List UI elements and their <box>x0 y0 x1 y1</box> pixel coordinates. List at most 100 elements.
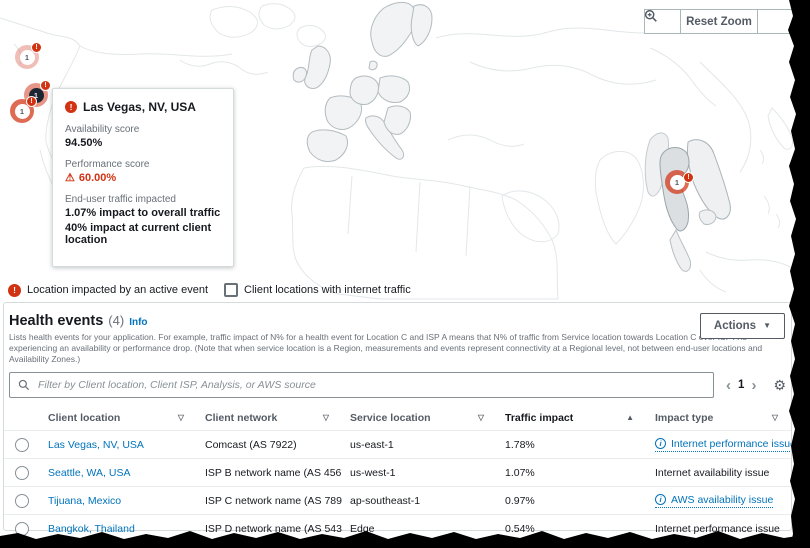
zoom-in-button[interactable] <box>644 9 681 34</box>
column-label: Impact type <box>655 411 714 424</box>
table-row: Seattle, WA, USA ISP B network name (AS … <box>4 458 791 486</box>
legend-client-locations-label: Client locations with internet traffic <box>244 284 411 296</box>
service-location-cell: ap-southeast-1 <box>350 494 421 507</box>
health-events-table: Client location ▽ Client network ▽ Servi… <box>4 405 791 542</box>
legend-client-locations: Client locations with internet traffic <box>224 283 411 297</box>
client-location-link[interactable]: Seattle, WA, USA <box>48 466 131 479</box>
impact-type-cell: Internet availability issue <box>655 466 770 479</box>
error-icon: ! <box>65 101 77 113</box>
health-events-card: Health events (4) Info Lists health even… <box>3 302 792 536</box>
performance-score-value: ⚠ 60.00% <box>65 172 221 184</box>
impact-type-label: AWS availability issue <box>671 493 774 506</box>
location-tooltip: ! Las Vegas, NV, USA Availability score … <box>52 88 234 267</box>
filter-sort-icon[interactable]: ▽ <box>322 413 329 423</box>
magnifier-minus-icon <box>645 10 657 22</box>
table-header-row: Client location ▽ Client network ▽ Servi… <box>4 405 791 430</box>
traffic-impact-cell: 1.07% <box>505 466 535 479</box>
client-network-cell: ISP B network name (AS 45678) <box>205 466 342 479</box>
error-icon: ! <box>8 283 21 297</box>
warning-icon: ⚠ <box>65 171 75 184</box>
service-location-cell: us-east-1 <box>350 438 394 451</box>
table-row: Tijuana, Mexico ISP C network name (AS 7… <box>4 486 791 514</box>
traffic-impact-cell: 0.54% <box>505 522 535 535</box>
info-icon: i <box>655 438 666 450</box>
availability-score-value: 94.50% <box>65 137 103 149</box>
current-page[interactable]: 1 <box>738 379 745 392</box>
performance-score-number: 60.00% <box>78 172 117 184</box>
traffic-impact-location: 40% impact at current client location <box>65 222 212 246</box>
client-locations-checkbox[interactable] <box>224 283 239 297</box>
row-radio[interactable] <box>15 493 29 508</box>
service-location-cell: Edge <box>350 522 375 535</box>
health-events-description: Lists health events for your application… <box>9 332 763 365</box>
marker-count: 1 <box>19 49 35 65</box>
impact-type-link[interactable]: i AWS availability issue <box>655 493 774 508</box>
filter-sort-icon[interactable]: ▽ <box>477 413 484 423</box>
zoom-out-button[interactable] <box>645 9 794 34</box>
map-legend: ! Location impacted by an active event C… <box>8 283 411 297</box>
pagination: ‹ 1 › ⚙ <box>726 378 786 393</box>
marker-count: 1 <box>14 103 30 119</box>
table-preferences-gear-icon[interactable]: ⚙ <box>773 377 786 394</box>
client-location-link[interactable]: Las Vegas, NV, USA <box>48 438 144 451</box>
search-icon <box>18 379 30 391</box>
health-events-title: Health events <box>9 313 104 329</box>
map-marker[interactable]: 1 ! <box>10 96 37 123</box>
column-label: Service location <box>350 411 431 424</box>
column-header-impact-type[interactable]: Impact type ▽ <box>647 412 791 424</box>
alert-badge-icon: ! <box>26 96 37 107</box>
traffic-impacted-label: End-user traffic impacted <box>65 194 176 205</box>
client-network-cell: ISP C network name (AS 7890) <box>205 494 342 507</box>
filter-sort-icon[interactable]: ▽ <box>771 413 778 423</box>
map-marker[interactable]: 1 ! <box>15 42 42 69</box>
row-radio[interactable] <box>15 437 29 452</box>
column-header-client-location[interactable]: Client location ▽ <box>40 412 197 424</box>
table-row: Bangkok, Thailand ISP D network name (AS… <box>4 514 791 542</box>
reset-zoom-label: Reset Zoom <box>686 15 752 28</box>
column-label: Traffic impact <box>505 411 574 424</box>
alert-badge-icon: ! <box>683 172 694 183</box>
client-location-link[interactable]: Bangkok, Thailand <box>48 522 135 535</box>
availability-score-label: Availability score <box>65 124 140 135</box>
previous-page-icon[interactable]: ‹ <box>726 376 732 394</box>
info-link[interactable]: Info <box>129 317 148 328</box>
next-page-icon[interactable]: › <box>751 376 757 394</box>
legend-impacted-location: ! Location impacted by an active event <box>8 283 209 297</box>
health-events-count: (4) <box>108 313 125 328</box>
impact-type-link[interactable]: i Internet performance issue <box>655 438 791 452</box>
map-zoom-controls: Reset Zoom <box>644 9 794 34</box>
tooltip-location-title: Las Vegas, NV, USA <box>83 100 196 114</box>
column-label: Client network <box>205 411 278 424</box>
row-radio[interactable] <box>15 521 29 536</box>
filter-sort-icon[interactable]: ▽ <box>177 413 184 423</box>
info-icon: i <box>655 494 666 506</box>
map-marker-bangkok[interactable]: 1 ! <box>665 170 694 194</box>
row-radio[interactable] <box>15 465 29 480</box>
client-network-cell: ISP D network name (AS 54321) <box>205 522 342 535</box>
column-header-traffic-impact[interactable]: Traffic impact ▲ <box>497 412 647 424</box>
sort-ascending-icon[interactable]: ▲ <box>626 413 634 423</box>
actions-label: Actions <box>713 320 757 332</box>
column-header-service-location[interactable]: Service location ▽ <box>342 412 497 424</box>
marker-count: 1 <box>669 174 685 190</box>
column-label: Client location <box>48 411 121 424</box>
client-network-cell: Comcast (AS 7922) <box>205 438 297 451</box>
traffic-impact-overall: 1.07% impact to overall traffic <box>65 207 221 219</box>
service-location-cell: us-west-1 <box>350 466 396 479</box>
tooltip-title-row: ! Las Vegas, NV, USA <box>65 100 221 114</box>
column-header-client-network[interactable]: Client network ▽ <box>197 412 342 424</box>
alert-badge-icon: ! <box>31 42 42 53</box>
legend-impacted-label: Location impacted by an active event <box>27 284 209 296</box>
actions-button[interactable]: Actions ▼ <box>699 313 785 339</box>
impact-type-label: Internet performance issue <box>671 437 791 450</box>
world-map-svg <box>0 1 797 300</box>
alert-badge-icon: ! <box>40 80 51 91</box>
filter-input[interactable] <box>36 378 706 393</box>
traffic-impact-cell: 1.78% <box>505 438 535 451</box>
world-map[interactable]: Reset Zoom 1 ! 1 ! 1 ! 1 ! <box>0 0 810 300</box>
reset-zoom-button[interactable]: Reset Zoom <box>680 9 758 34</box>
health-events-header: Health events (4) Info Lists health even… <box>4 303 791 365</box>
client-location-link[interactable]: Tijuana, Mexico <box>48 494 122 507</box>
table-row: Las Vegas, NV, USA Comcast (AS 7922) us-… <box>4 430 791 458</box>
